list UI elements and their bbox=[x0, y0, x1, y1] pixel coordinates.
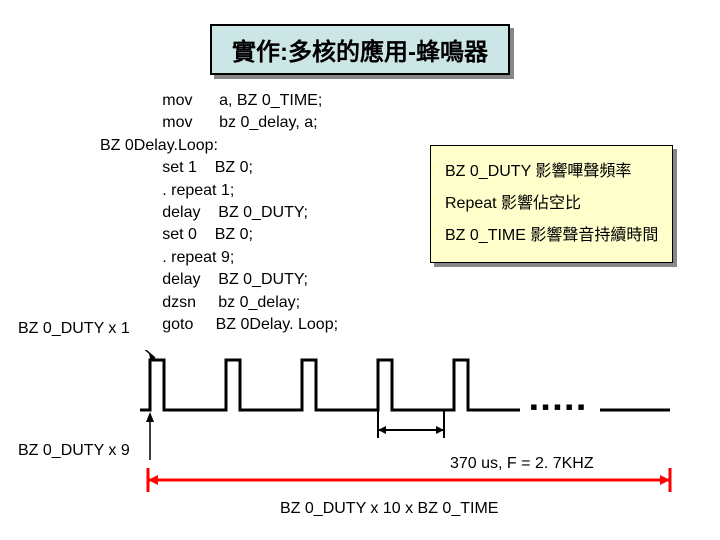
waveform-diagram bbox=[140, 350, 700, 510]
notes-box: BZ 0_DUTY 影響嗶聲頻率 Repeat 影響佔空比 BZ 0_TIME … bbox=[430, 145, 673, 263]
code-line: set 0 BZ 0; bbox=[100, 224, 338, 246]
duty-x1-label: BZ 0_DUTY x 1 bbox=[18, 320, 130, 338]
code-line: dzsn bz 0_delay; bbox=[100, 292, 338, 314]
code-line: BZ 0Delay.Loop: bbox=[100, 135, 338, 157]
code-line: mov a, BZ 0_TIME; bbox=[100, 90, 338, 112]
continuation-dots: ▪▪▪▪▪ bbox=[530, 394, 589, 420]
code-line: set 1 BZ 0; bbox=[100, 157, 338, 179]
code-line: . repeat 9; bbox=[100, 247, 338, 269]
code-line: goto BZ 0Delay. Loop; bbox=[100, 314, 338, 336]
code-block: mov a, BZ 0_TIME; mov bz 0_delay, a;BZ 0… bbox=[100, 90, 338, 336]
note-line-3: BZ 0_TIME 影響聲音持續時間 bbox=[445, 220, 658, 252]
note-line-1: BZ 0_DUTY 影響嗶聲頻率 bbox=[445, 156, 658, 188]
code-line: delay BZ 0_DUTY; bbox=[100, 202, 338, 224]
note-line-2: Repeat 影響佔空比 bbox=[445, 188, 658, 220]
code-line: mov bz 0_delay, a; bbox=[100, 112, 338, 134]
code-line: delay BZ 0_DUTY; bbox=[100, 269, 338, 291]
duty-x9-label: BZ 0_DUTY x 9 bbox=[18, 442, 130, 460]
code-line: . repeat 1; bbox=[100, 180, 338, 202]
title-text: 實作:多核的應用-蜂鳴器 bbox=[232, 39, 488, 66]
title-box: 實作:多核的應用-蜂鳴器 bbox=[210, 24, 510, 75]
